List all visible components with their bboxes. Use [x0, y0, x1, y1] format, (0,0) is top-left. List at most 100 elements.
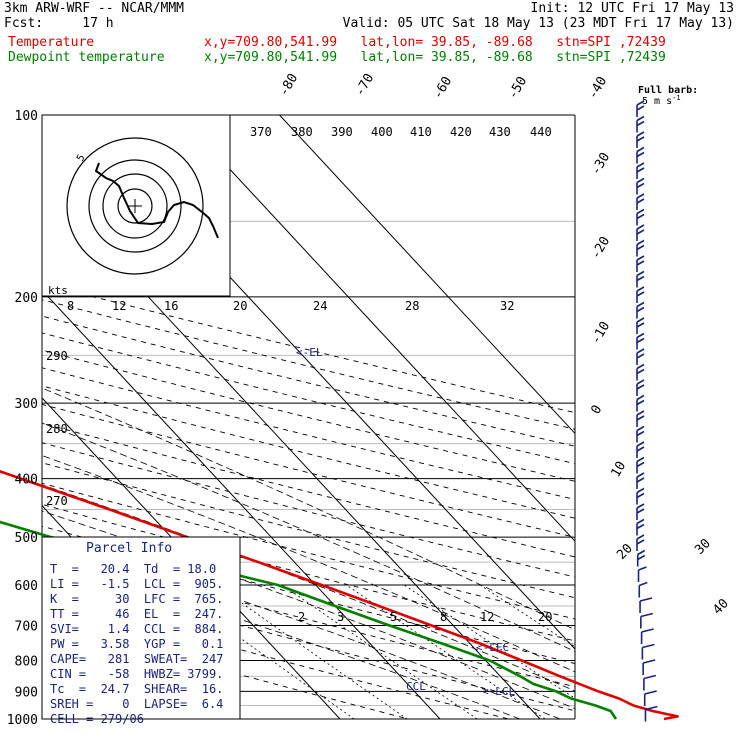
- wind-barb-flag: [636, 193, 645, 199]
- profile-line: [0, 469, 679, 721]
- wind-barb-flag: [636, 415, 645, 421]
- isotherm-line: [179, 115, 575, 542]
- isotherm-line: [42, 289, 441, 719]
- dry-adiabat-line: [42, 482, 575, 620]
- wind-barb-flag: [636, 353, 645, 359]
- isotherm-label: -70: [352, 71, 377, 99]
- wind-barb-flag: [636, 477, 645, 483]
- hodograph-ring-label: 5: [75, 153, 88, 164]
- parcel-info-row: Tc = 24.7 SHEAR= 16.: [50, 682, 223, 696]
- parcel-info-row: SREH = 0 LAPSE= 6.4: [50, 697, 223, 711]
- wind-barb-flag: [636, 291, 645, 297]
- wind-barbs: [636, 100, 658, 722]
- hodograph-trace: [94, 162, 219, 239]
- wind-barb-flag: [636, 260, 645, 266]
- isotherm-label: 10: [608, 459, 629, 480]
- mixing-ratio-label: 20: [538, 610, 552, 624]
- wind-barb-flag: [641, 628, 654, 633]
- wind-barb-flag: [636, 208, 645, 215]
- parcel-info-box: Parcel Info T = 20.4 Td = 18.0LI = -1.5 L…: [41, 536, 241, 726]
- wind-barb-flag: [636, 270, 645, 277]
- theta-label: 380: [291, 125, 313, 139]
- parcel-info-row: SVI= 1.4 CCL = 884.: [50, 622, 223, 636]
- pressure-label: 900: [15, 685, 38, 700]
- init-time: Init: 12 UTC Fri 17 May 13: [530, 1, 735, 16]
- dewpoint-legend: Dewpoint temperature: [8, 50, 165, 65]
- dry-adiabat-line: [42, 595, 511, 719]
- wind-barb-flag: [636, 410, 645, 416]
- wind-barb-flag: [636, 337, 645, 344]
- theta-label: 440: [530, 125, 552, 139]
- wind-barb-flag: [636, 461, 645, 468]
- wind-barb-flag: [636, 177, 645, 184]
- isotherm-label: -40: [585, 74, 610, 102]
- wind-key-value: 5 m s-1: [642, 94, 681, 107]
- wind-barb-flag: [636, 105, 645, 111]
- wind-barb-flag: [636, 146, 645, 153]
- wind-barb-flag: [636, 399, 645, 406]
- wind-barb-flag: [636, 229, 645, 235]
- hodograph-speed-label: 12: [112, 299, 126, 313]
- parcel-info-row: TT = 46 EL = 247.: [50, 607, 223, 621]
- wind-barb-flag: [636, 456, 645, 463]
- model-title: 3km ARW-WRF -- NCAR/MMM: [4, 1, 185, 16]
- wind-barb-flag: [636, 508, 645, 514]
- wind-barb-flag: [636, 534, 645, 540]
- hodograph-ring: [88, 159, 182, 253]
- wind-barb-flag: [636, 255, 645, 261]
- isotherm-line: [42, 397, 341, 719]
- wind-barb-flag: [636, 363, 645, 370]
- dewpoint-station-info: x,y=709.80,541.99 lat,lon= 39.85, -89.68…: [204, 50, 666, 65]
- isotherm-label: -20: [588, 234, 613, 262]
- pressure-label: 800: [15, 654, 38, 669]
- temperature-station-info: x,y=709.80,541.99 lat,lon= 39.85, -89.68…: [204, 35, 666, 50]
- theta-label: 430: [489, 125, 511, 139]
- parcel-info-row: K = 30 LFC = 765.: [50, 592, 223, 606]
- wind-barb-flag: [636, 332, 645, 339]
- dry-adiabat-line: [42, 299, 575, 430]
- dry-adiabat-line: [42, 503, 575, 642]
- el-marker: <-EL: [296, 346, 323, 359]
- dry-adiabat-line: [42, 619, 411, 719]
- ccl-marker: CCL: [406, 680, 426, 693]
- wind-barb-flag: [644, 690, 657, 695]
- wind-barb-flag: [636, 430, 645, 437]
- wind-barb-flag: [636, 131, 645, 137]
- parcel-info-row: CIN = -58 HWBZ= 3799.: [50, 667, 223, 681]
- wind-barb-flag: [636, 384, 645, 390]
- wind-barb-flag: [636, 492, 645, 499]
- wind-barb-flag: [636, 244, 645, 251]
- isotherm-label: -80: [276, 71, 301, 99]
- hodograph-speed-label: 32: [500, 299, 514, 313]
- wind-barb-flag: [636, 151, 645, 158]
- hodograph-speed-label: 16: [164, 299, 178, 313]
- wind-barb-flag: [636, 472, 645, 478]
- wind-barb-flag: [636, 518, 645, 525]
- theta-label-left: 270: [46, 494, 68, 508]
- isotherm-label: 40: [710, 596, 732, 618]
- theta-label: 410: [410, 125, 432, 139]
- theta-label: 390: [331, 125, 353, 139]
- dry-adiabat-line: [42, 349, 575, 482]
- mixing-ratio-label: 8: [440, 610, 447, 624]
- isotherm-label: -50: [505, 74, 530, 102]
- wind-barb-flag: [636, 503, 645, 509]
- pressure-label: 1000: [7, 713, 38, 728]
- wind-barb-flag: [636, 224, 645, 230]
- wind-barb-flag: [636, 162, 645, 168]
- wind-barb-flag: [636, 487, 645, 494]
- wind-barb-flag: [636, 115, 645, 122]
- hodograph: [41, 114, 231, 297]
- hodograph-kts-label: kts: [48, 284, 68, 297]
- hodograph-speed-label: 20: [233, 299, 247, 313]
- wind-barb-flag: [636, 306, 645, 313]
- wind-barb-flag: [636, 523, 645, 530]
- isotherm-label: -30: [588, 150, 613, 178]
- fcst-value: 17 h: [82, 16, 114, 31]
- pressure-label: 700: [15, 619, 38, 634]
- valid-time: Valid: 05 UTC Sat 18 May 13 (23 MDT Fri …: [342, 16, 734, 31]
- wind-barb-flag: [636, 100, 645, 106]
- wind-barb-flag: [636, 446, 645, 452]
- parcel-info-row: T = 20.4 Td = 18.0: [50, 562, 216, 576]
